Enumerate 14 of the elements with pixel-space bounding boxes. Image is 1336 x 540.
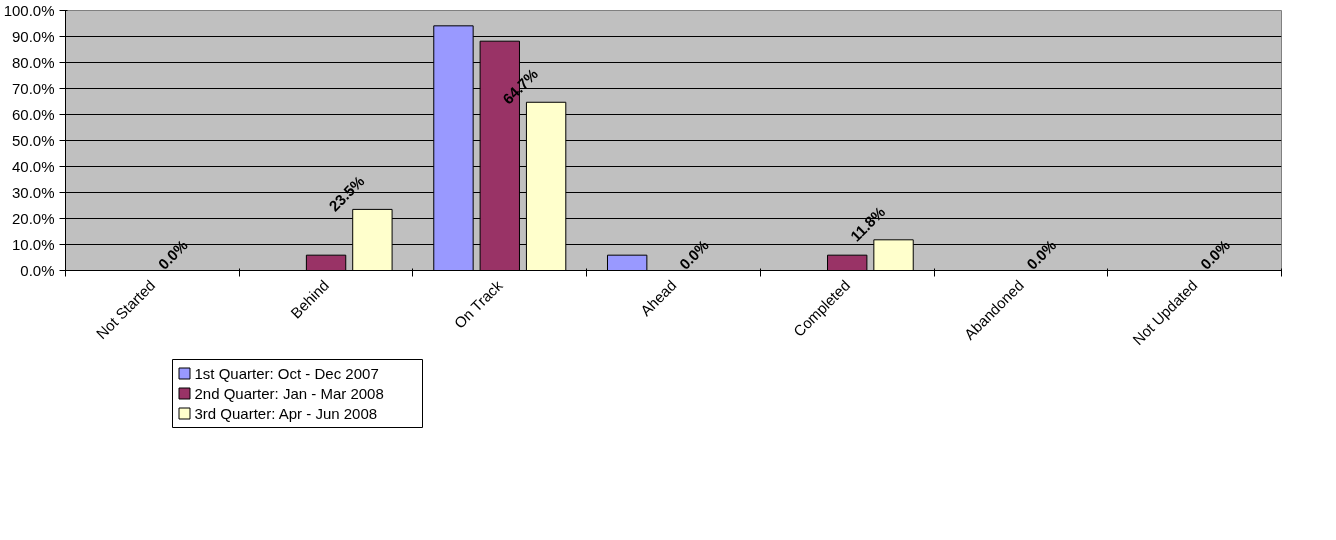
legend-label: 3rd Quarter: Apr - Jun 2008 xyxy=(194,405,378,422)
legend-label: 2nd Quarter: Jan - Mar 2008 xyxy=(194,385,384,402)
y-tick-label: 100.0% xyxy=(3,2,55,19)
y-tick-label: 50.0% xyxy=(11,132,55,149)
y-tick-label: 90.0% xyxy=(11,28,55,45)
y-tick-label: 0.0% xyxy=(20,262,55,279)
legend-label: 1st Quarter: Oct - Dec 2007 xyxy=(194,365,379,382)
y-tick-label: 80.0% xyxy=(11,54,55,71)
y-tick-label: 60.0% xyxy=(11,106,55,123)
y-tick-label: 30.0% xyxy=(11,184,55,201)
y-tick-label: 70.0% xyxy=(11,80,55,97)
y-tick-label: 10.0% xyxy=(11,236,55,253)
y-tick-label: 20.0% xyxy=(11,210,55,227)
y-tick-label: 40.0% xyxy=(11,158,55,175)
